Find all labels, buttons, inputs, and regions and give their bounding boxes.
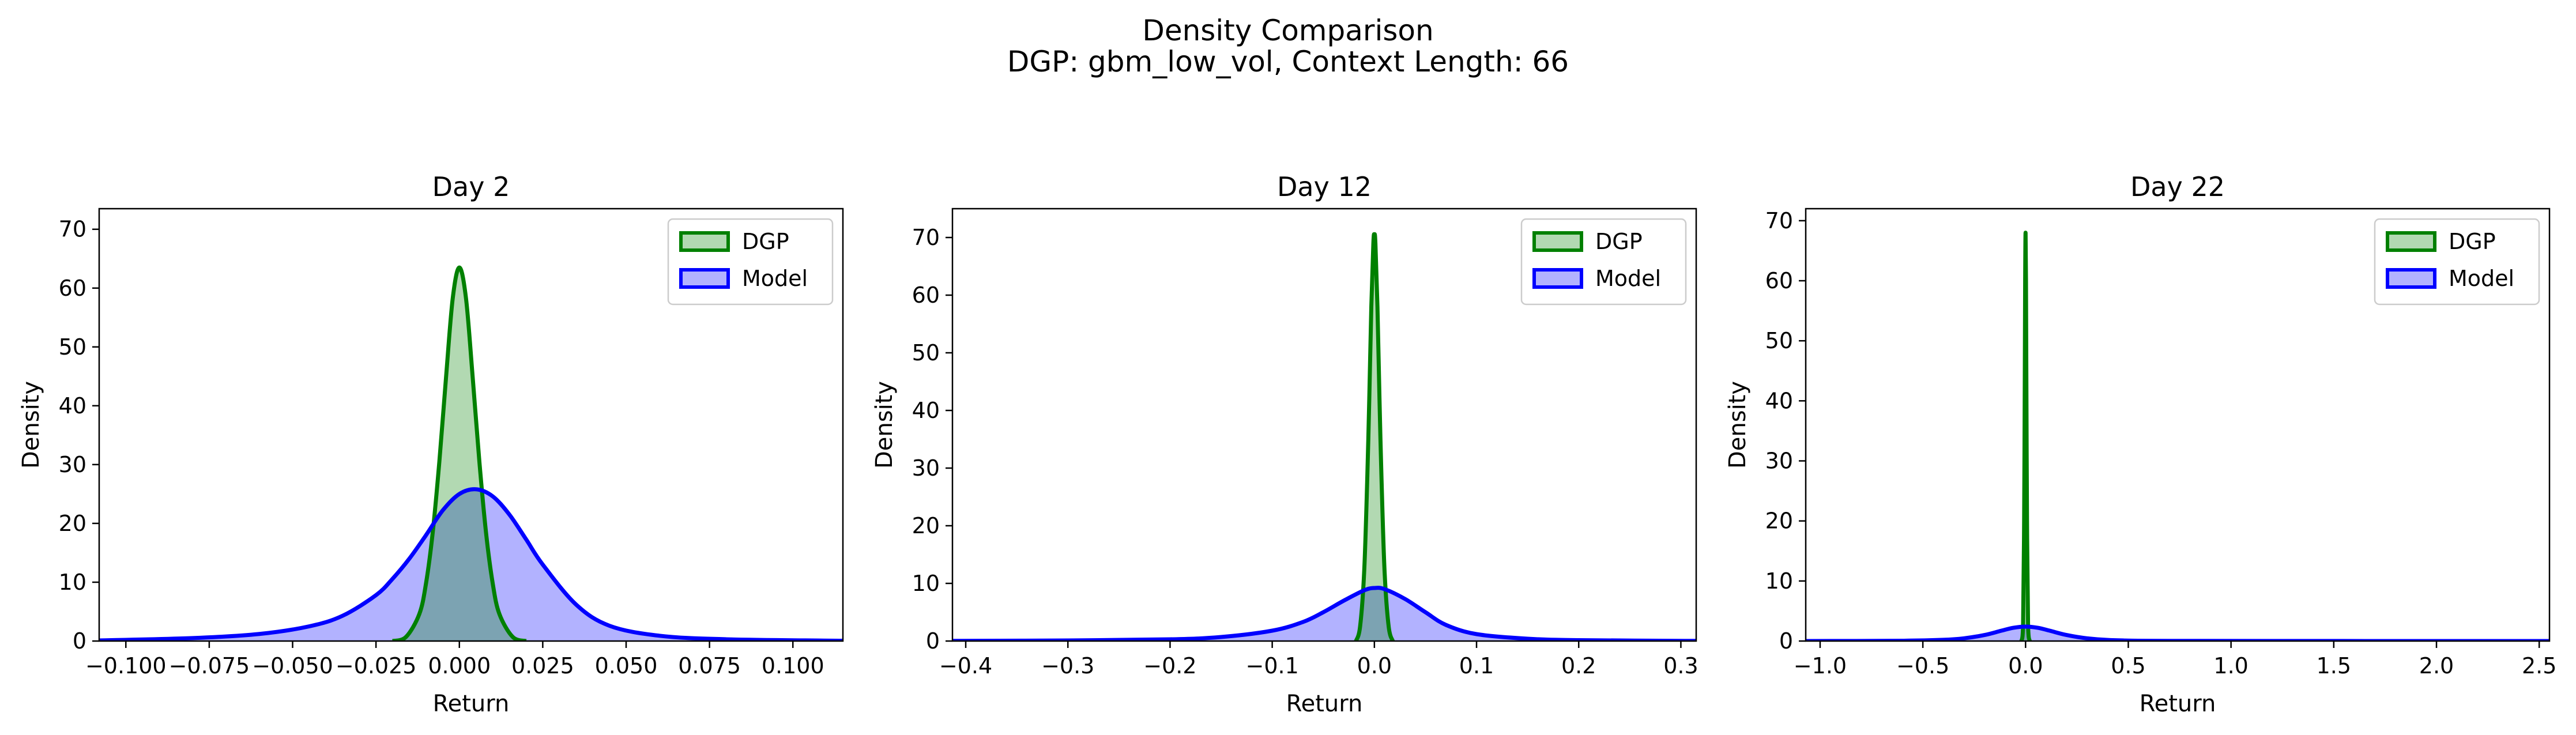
y-tick-label: 70 — [1765, 208, 1793, 233]
x-tick-label: 1.0 — [2213, 653, 2248, 679]
x-tick-label: 2.0 — [2419, 653, 2454, 679]
x-tick-label: −0.050 — [252, 653, 333, 679]
x-axis-label: Return — [1286, 691, 1363, 717]
x-tick-label: 0.5 — [2111, 653, 2145, 679]
chart-title: Day 2 — [432, 171, 510, 202]
chart-day-12: −0.4 −0.3 −0.2 −0.1 0.0 0.1 0.2 0.3 0 10 20 30 40 50 6… — [871, 171, 1698, 717]
y-tick-label: 30 — [1765, 448, 1793, 474]
y-tick-label: 20 — [59, 511, 86, 536]
x-tick-label: 0.2 — [1561, 653, 1596, 679]
series-line-dgp — [1354, 232, 1395, 641]
series-line-model — [952, 586, 1696, 641]
x-tick-label: −0.1 — [1245, 653, 1298, 679]
series-fill-dgp — [393, 267, 526, 641]
legend-label-model: Model — [2449, 266, 2514, 291]
y-tick-label: 0 — [73, 628, 86, 654]
legend-swatch-model — [679, 268, 730, 289]
x-tick-label: −0.3 — [1041, 653, 1094, 679]
x-tick-label: 0.100 — [762, 653, 824, 679]
legend-swatch-model — [2386, 268, 2436, 289]
x-tick-label: −0.2 — [1143, 653, 1196, 679]
x-tick-label: −0.075 — [169, 653, 250, 679]
y-tick-label: 0 — [1779, 628, 1793, 654]
legend-frame — [667, 218, 834, 306]
figure-subtitle: DGP: gbm_low_vol, Context Length: 66 — [1007, 45, 1569, 78]
legend: DGP Model — [1520, 218, 1687, 306]
legend-label-dgp: DGP — [2449, 229, 2496, 254]
legend-label-model: Model — [742, 266, 808, 291]
y-tick-label: 50 — [59, 334, 86, 360]
series-line-model — [99, 487, 843, 641]
y-tick-label: 60 — [59, 276, 86, 301]
x-tick-label: 1.5 — [2317, 653, 2351, 679]
y-axis-label: Density — [1724, 381, 1751, 469]
chart-day-2: −0.100 −0.075 −0.050 −0.025 0.000 0.025 0.050 0… — [18, 171, 844, 717]
legend-swatch-dgp — [2386, 231, 2436, 252]
y-tick-label: 20 — [912, 513, 940, 538]
y-tick-label: 60 — [912, 282, 940, 308]
y-tick-label: 50 — [1765, 328, 1793, 353]
legend-swatch-dgp — [679, 231, 730, 252]
y-tick-label: 20 — [1765, 508, 1793, 534]
chart-day-22: −1.0 −0.5 0.0 0.5 1.0 1.5 2.0 2.5 0 10 20 30 40 50 60 7… — [1724, 171, 2556, 717]
legend-frame — [2374, 218, 2540, 306]
x-tick-label: 0.1 — [1459, 653, 1494, 679]
y-tick-label: 40 — [912, 398, 940, 423]
y-tick-label: 50 — [912, 340, 940, 365]
y-tick-label: 30 — [59, 452, 86, 477]
figure-title: Density Comparison — [1142, 14, 1434, 47]
y-tick-label: 10 — [912, 571, 940, 596]
legend-label-dgp: DGP — [1595, 229, 1643, 254]
y-axis-label: Density — [18, 381, 44, 469]
legend-label-dgp: DGP — [742, 229, 789, 254]
y-tick-label: 10 — [1765, 568, 1793, 594]
series-fill-model — [952, 587, 1696, 641]
x-axis-label: Return — [2140, 691, 2216, 717]
legend: DGP Model — [667, 218, 834, 306]
y-tick-label: 70 — [912, 225, 940, 250]
x-tick-label: 0.000 — [428, 653, 491, 679]
x-tick-label: 0.025 — [511, 653, 574, 679]
legend-frame — [1520, 218, 1687, 306]
y-tick-label: 60 — [1765, 268, 1793, 293]
y-tick-label: 30 — [912, 455, 940, 481]
x-tick-label: 0.0 — [1357, 653, 1392, 679]
chart-title: Day 12 — [1277, 171, 1372, 202]
chart-title: Day 22 — [2130, 171, 2225, 202]
x-tick-label: −0.5 — [1896, 653, 1949, 679]
x-tick-label: −1.0 — [1794, 653, 1847, 679]
y-tick-label: 40 — [59, 393, 86, 419]
series-fill-dgp — [1355, 234, 1393, 641]
y-tick-label: 40 — [1765, 388, 1793, 413]
x-tick-label: 0.0 — [2008, 653, 2043, 679]
x-tick-label: 0.050 — [595, 653, 658, 679]
axes-frame — [1805, 208, 2551, 642]
axes-frame — [951, 208, 1697, 642]
legend: DGP Model — [2374, 218, 2540, 306]
y-tick-label: 70 — [59, 217, 86, 242]
x-tick-label: 0.075 — [678, 653, 741, 679]
series-line-model — [1806, 624, 2549, 641]
series-fill-model — [99, 489, 843, 641]
y-tick-label: 10 — [59, 570, 86, 595]
legend-swatch-model — [1532, 268, 1583, 289]
series-line-dgp — [2019, 231, 2032, 641]
series-line-dgp — [392, 265, 527, 641]
x-tick-label: 2.5 — [2522, 653, 2556, 679]
x-tick-label: −0.100 — [85, 653, 167, 679]
legend-label-model: Model — [1595, 266, 1661, 291]
y-tick-label: 0 — [926, 628, 940, 654]
legend-swatch-dgp — [1532, 231, 1583, 252]
axes-frame — [98, 208, 844, 642]
series-fill-model — [1806, 627, 2549, 641]
y-axis-label: Density — [871, 381, 898, 469]
x-tick-label: −0.025 — [336, 653, 417, 679]
x-axis-label: Return — [433, 691, 510, 717]
x-tick-label: 0.3 — [1663, 653, 1698, 679]
x-tick-label: −0.4 — [939, 653, 992, 679]
